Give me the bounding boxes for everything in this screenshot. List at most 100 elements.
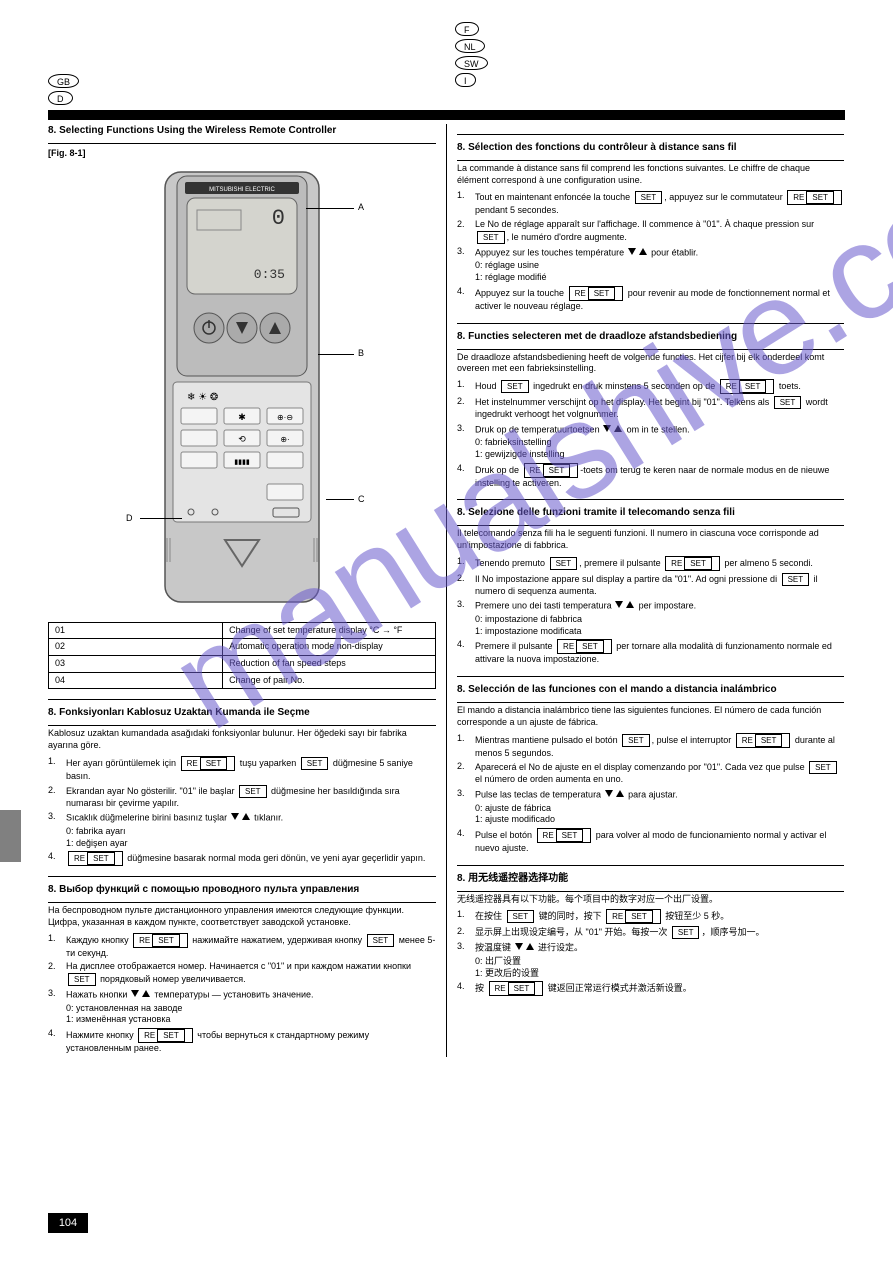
step: 3.Druk op de temperatuurtoetsen om in te… <box>457 423 844 461</box>
reset-label: RESET <box>489 981 544 996</box>
set-label: SET <box>809 761 837 774</box>
set-label: SET <box>508 982 536 995</box>
section-heading: 8. Functies selecteren met de draadloze … <box>457 330 844 343</box>
step: 2.На дисплее отображается номер. Начинае… <box>48 961 436 986</box>
set-label: SET <box>507 910 535 923</box>
svg-text:⊕·⊖: ⊕·⊖ <box>277 413 293 422</box>
thick-rule <box>48 110 845 120</box>
section-intro: Il telecomando senza fili ha le seguenti… <box>457 528 844 551</box>
table-header-cell: 01 <box>49 622 223 639</box>
set-label: SET <box>68 973 96 986</box>
step: 2.Il No impostazione appare sul display … <box>457 573 844 598</box>
temp-arrows-icon <box>604 788 626 803</box>
set-label: SET <box>157 1029 185 1042</box>
lang-badges-left: GB D <box>48 74 79 108</box>
step: 4.Premere il pulsante RESET per tornare … <box>457 639 844 666</box>
set-label: SET <box>684 557 712 570</box>
step-list: 1.在按住 SET 键的同时，按下 RESET 按钮至少 5 秒。 2.显示屏上出… <box>457 909 844 996</box>
lang-badge: F <box>455 22 479 36</box>
step-list: 1.Tenendo premuto SET, premere il pulsan… <box>457 556 844 666</box>
table-row: 01 Change of set temperature display °C … <box>49 622 436 639</box>
figure-label: [Fig. 8-1] <box>48 148 436 160</box>
page-number: 104 <box>48 1213 88 1233</box>
step: 2.Aparecerá el No de ajuste en el displa… <box>457 761 844 786</box>
remote-illustration: MITSUBISHI ELECTRIC 0 0:35 <box>157 168 327 608</box>
svg-text:MITSUBISHI ELECTRIC: MITSUBISHI ELECTRIC <box>209 187 275 193</box>
step: 3.Sıcaklık düğmelerine birini basınız tu… <box>48 811 436 849</box>
table-row: 02Automatic operation mode non-display <box>49 639 436 656</box>
section-intro: De draadloze afstandsbediening heeft de … <box>457 352 844 375</box>
step-list: 1.Mientras mantiene pulsado el botón SET… <box>457 733 844 855</box>
temp-arrows-icon <box>602 423 624 438</box>
step-list: 1.Houd SET ingedrukt en druk minstens 5 … <box>457 379 844 489</box>
step: 4.Druk op de RESET-toets om terug te ker… <box>457 463 844 490</box>
step: 4.Нажмите кнопку RESET чтобы вернуться к… <box>48 1028 436 1055</box>
lang-badge: SW <box>455 56 488 70</box>
step: 1.在按住 SET 键的同时，按下 RESET 按钮至少 5 秒。 <box>457 909 844 924</box>
set-label: SET <box>543 464 571 477</box>
step: 3.按温度键 进行设定。0: 出厂设置1: 更改后的设置 <box>457 941 844 979</box>
language-section: 8. 用无线遥控器选择功能无线遥控器具有以下功能。每个项目中的数字对应一个出厂设… <box>457 865 844 997</box>
language-section: 8. Selezione delle funzioni tramite il t… <box>457 499 844 666</box>
set-label: SET <box>755 734 783 747</box>
step-list: 1.Her ayarı görüntülemek için RESET tuşu… <box>48 756 436 866</box>
svg-text:▮▮▮▮: ▮▮▮▮ <box>234 459 250 466</box>
step: 1.Her ayarı görüntülemek için RESET tuşu… <box>48 756 436 783</box>
step: 1.Tout en maintenant enfoncée la touche … <box>457 190 844 217</box>
section-heading: 8. 用无线遥控器选择功能 <box>457 872 844 885</box>
step: 4.Appuyez sur la touche RESET pour reven… <box>457 286 844 313</box>
language-section: 8. Sélection des fonctions du contrôleur… <box>457 134 844 313</box>
reset-label: RESET <box>557 639 612 654</box>
step: 4.RESET düğmesine basarak normal moda ge… <box>48 851 436 866</box>
step: 3.Appuyez sur les touches température po… <box>457 246 844 284</box>
step: 4.按 RESET 键返回正常运行模式并激活新设置。 <box>457 981 844 996</box>
lang-badge: NL <box>455 39 485 53</box>
set-label: SET <box>588 287 616 300</box>
svg-text:0: 0 <box>272 206 285 231</box>
step: 3.Pulse las teclas de temperatura para a… <box>457 788 844 826</box>
set-label: SET <box>672 926 700 939</box>
step: 2.Het instelnummer verschijnt op het dis… <box>457 396 844 421</box>
set-label: SET <box>301 757 329 770</box>
language-section: 8. Selección de las funciones con el man… <box>457 676 844 855</box>
section-intro: На беспроводном пульте дистанционного уп… <box>48 905 436 928</box>
step-list: 1.Tout en maintenant enfoncée la touche … <box>457 190 844 312</box>
section-heading: 8. Sélection des fonctions du contrôleur… <box>457 141 844 154</box>
reset-label: RESET <box>606 909 661 924</box>
language-tab <box>0 810 21 862</box>
svg-text:0:35: 0:35 <box>254 267 285 282</box>
temp-arrows-icon <box>230 811 252 826</box>
reset-label: RESET <box>181 756 236 771</box>
set-label: SET <box>239 785 267 798</box>
svg-text:⊕·: ⊕· <box>280 435 289 444</box>
step: 2.Le No de réglage apparaît sur l'affich… <box>457 219 844 244</box>
language-section: 8. Functies selecteren met de draadloze … <box>457 323 844 490</box>
step: 2.显示屏上出现设定编号，从 "01" 开始。每按一次 SET，顺序号加一。 <box>457 926 844 939</box>
reset-label: RESET <box>68 851 123 866</box>
page: manualshive.com 104 GB D F NL SW I 8. Se… <box>0 0 893 1263</box>
reset-label: RESET <box>537 828 592 843</box>
set-label: SET <box>635 191 663 204</box>
svg-text:✱: ✱ <box>238 412 246 422</box>
reset-label: RESET <box>720 379 775 394</box>
reset-label: RESET <box>787 190 842 205</box>
set-label: SET <box>806 191 834 204</box>
callout-a: A <box>358 202 364 214</box>
set-label: SET <box>367 934 395 947</box>
reset-label: RESET <box>665 556 720 571</box>
section-heading: 8. Выбор функций с помощью проводного пу… <box>48 883 436 896</box>
reset-label: RESET <box>138 1028 193 1043</box>
svg-text:⟲: ⟲ <box>238 434 246 444</box>
section-intro: 无线遥控器具有以下功能。每个项目中的数字对应一个出厂设置。 <box>457 894 844 906</box>
step-list: 1.Каждую кнопку RESET нажимайте нажатием… <box>48 933 436 1055</box>
temp-arrows-icon <box>514 941 536 956</box>
svg-text:❄ ☀ ❂: ❄ ☀ ❂ <box>187 392 218 403</box>
section-heading: 8. Selezione delle funzioni tramite il t… <box>457 506 844 519</box>
step: 3.Нажать кнопки температуры — установить… <box>48 988 436 1026</box>
step: 1.Houd SET ingedrukt en druk minstens 5 … <box>457 379 844 394</box>
temp-arrows-icon <box>130 988 152 1003</box>
reset-label: RESET <box>524 463 579 478</box>
set-label: SET <box>782 573 810 586</box>
function-table: 01 Change of set temperature display °C … <box>48 622 436 690</box>
step: 3.Premere uno dei tasti temperatura per … <box>457 599 844 637</box>
